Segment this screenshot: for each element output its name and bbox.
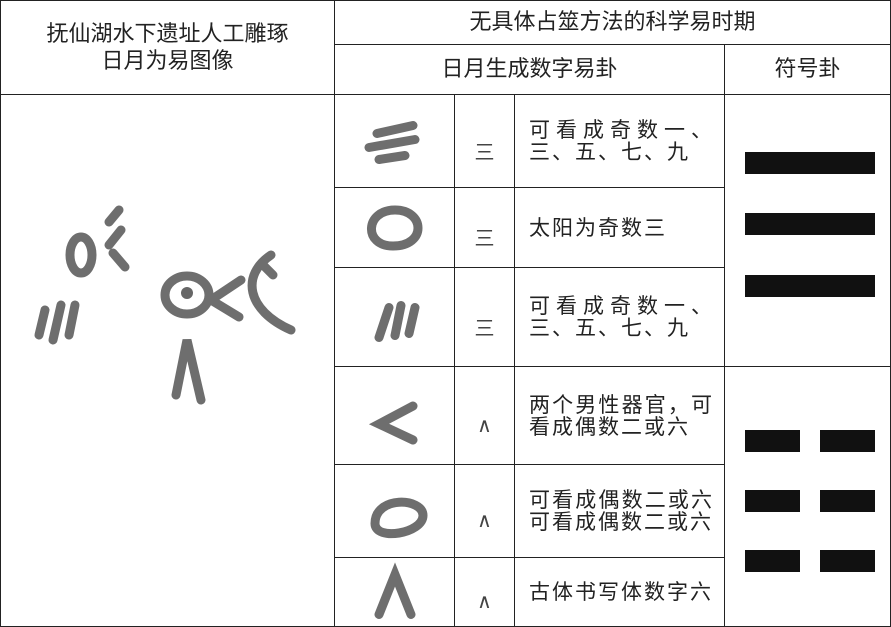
three-strokes bbox=[34, 300, 80, 345]
glyph-stroke bbox=[374, 301, 420, 342]
solid-line bbox=[745, 152, 875, 174]
eye-shape bbox=[160, 271, 214, 319]
numeral-cell: ∧ bbox=[455, 367, 515, 465]
glyph bbox=[374, 301, 420, 342]
description-cell: 两个男性器官，可看成偶数二或六 bbox=[515, 367, 725, 465]
eye-dot bbox=[181, 287, 193, 299]
description-cell: 太阳为奇数三 bbox=[515, 188, 725, 268]
header-line: 抚仙湖水下遗址人工雕琢 bbox=[46, 21, 289, 47]
numeral-cell: 三 bbox=[455, 268, 515, 367]
solid-line bbox=[745, 275, 875, 297]
glyph bbox=[370, 497, 428, 539]
glyph-cell bbox=[335, 367, 455, 465]
description-cell: 可看成奇数一、三、五、七、九 bbox=[515, 268, 725, 367]
numeral-cell: ∧ bbox=[455, 558, 515, 627]
numeral-cell: 三 bbox=[455, 95, 515, 188]
numeral-cell: 三 bbox=[455, 188, 515, 268]
glyph-stroke bbox=[367, 205, 423, 251]
glyph-stroke bbox=[370, 497, 428, 539]
yin-trigram-cell bbox=[725, 367, 891, 627]
glyph-cell bbox=[335, 558, 455, 627]
solid-line bbox=[745, 213, 875, 235]
yang-trigram-cell bbox=[725, 95, 891, 367]
glyph-stroke bbox=[374, 562, 416, 619]
broken-line bbox=[745, 550, 800, 572]
broken-line bbox=[820, 550, 875, 572]
description-cell: 可看成偶数二或六可看成偶数二或六 bbox=[515, 465, 725, 558]
description-cell: 可看成奇数一、三、五、七、九 bbox=[515, 95, 725, 188]
broken-line bbox=[745, 430, 800, 452]
glyph-stroke bbox=[368, 401, 418, 445]
yang-trigram bbox=[745, 152, 875, 297]
yin-trigram bbox=[745, 430, 875, 572]
period-header: 无具体占筮方法的科学易时期 bbox=[335, 0, 891, 45]
lambda-shape bbox=[171, 338, 206, 405]
glyph-cell bbox=[335, 188, 455, 268]
number-header: 日月生成数字易卦 bbox=[335, 45, 725, 95]
broken-line bbox=[820, 430, 875, 452]
image-column-header: 抚仙湖水下遗址人工雕琢 日月为易图像 bbox=[0, 0, 335, 95]
glyph-stroke bbox=[364, 121, 420, 164]
ray-strokes bbox=[104, 205, 130, 272]
carving-image-cell bbox=[0, 95, 335, 627]
broken-line bbox=[745, 490, 800, 512]
glyph bbox=[368, 401, 418, 445]
sun-circle bbox=[65, 232, 97, 278]
glyph-cell bbox=[335, 268, 455, 367]
description-cell: 古体书写体数字六 bbox=[515, 558, 725, 627]
broken-line bbox=[820, 490, 875, 512]
header-line: 日月为易图像 bbox=[101, 48, 234, 74]
fork-shape bbox=[206, 250, 296, 335]
numeral-cell: ∧ bbox=[455, 465, 515, 558]
glyph bbox=[367, 205, 423, 251]
glyph bbox=[364, 121, 420, 164]
glyph bbox=[374, 562, 416, 619]
glyph-cell bbox=[335, 465, 455, 558]
symbol-header: 符号卦 bbox=[725, 45, 891, 95]
carving-image bbox=[34, 205, 296, 405]
glyph-cell bbox=[335, 95, 455, 188]
